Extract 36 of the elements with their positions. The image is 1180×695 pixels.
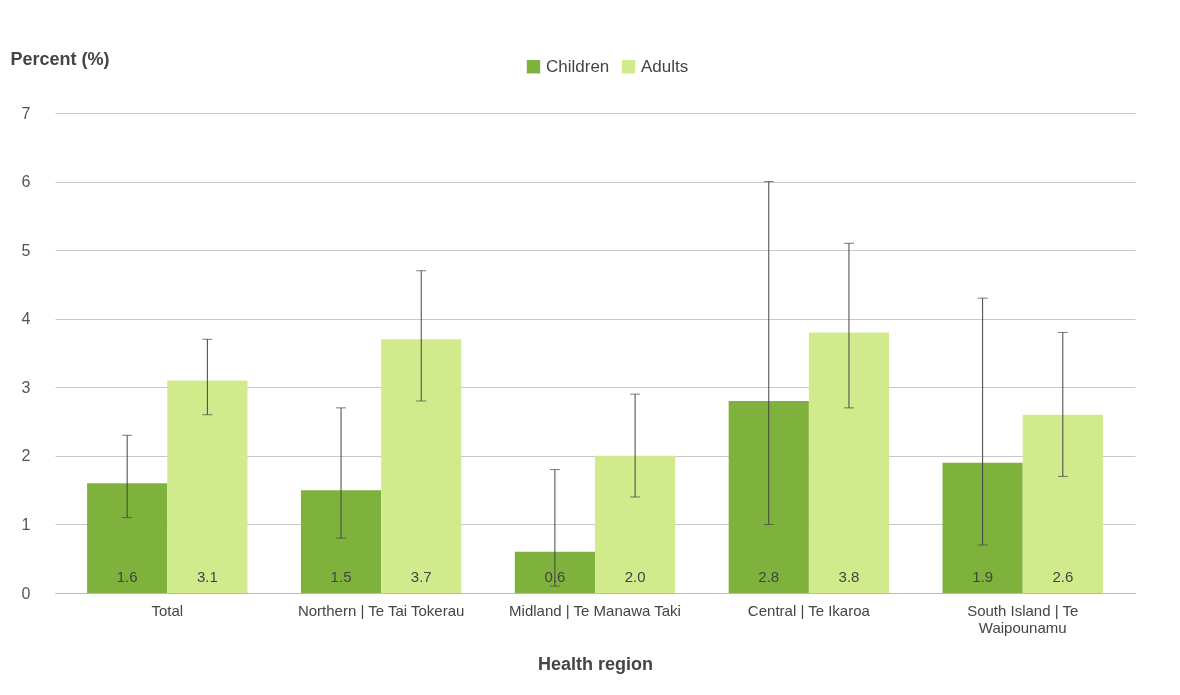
x-tick-label: Midland | Te Manawa Taki [509,601,681,619]
legend-label: Adults [641,56,689,76]
bar [595,455,676,593]
data-label: 1.5 [330,568,352,585]
data-label: 3.1 [196,568,218,585]
bar [728,401,809,593]
y-tick-label: 1 [21,515,31,533]
y-tick-label: 5 [21,241,31,259]
data-label: 1.9 [972,568,994,585]
bar [942,462,1023,593]
x-tick-label: South Island | Te Waipounamu [967,601,1079,636]
bar [514,551,595,593]
bar [300,490,382,593]
legend-label: Children [546,56,610,76]
x-axis-title: Health region [537,653,654,674]
bar [167,380,248,593]
bar [87,483,168,593]
y-tick-label: 4 [21,310,31,328]
bar [381,339,462,593]
data-label: 2.0 [624,568,646,585]
y-tick-label: 0 [21,584,31,602]
data-label: 1.6 [116,568,138,585]
y-tick-label: 6 [21,173,31,191]
y-tick-label: 2 [21,447,31,465]
data-label: 2.8 [758,568,780,585]
x-tick-label: Central | Te Ikaroa [747,601,871,619]
data-label: 3.8 [838,568,860,585]
y-tick-label: 3 [21,378,31,396]
data-label: 2.6 [1052,568,1074,585]
x-tick-label: Total [151,601,184,619]
y-axis-title: Percent (%) [10,48,110,69]
x-tick-label: Northern | Te Tai Tokerau [297,601,465,619]
bar [808,332,890,593]
bar [1022,414,1103,593]
data-label: 3.7 [410,568,432,585]
y-tick-label: 7 [21,104,31,122]
